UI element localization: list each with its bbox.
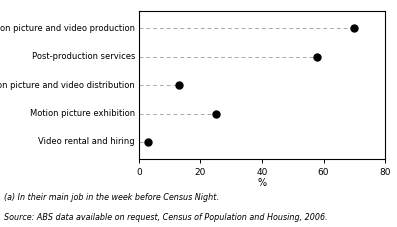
Text: Video rental and hiring: Video rental and hiring [39, 137, 135, 146]
Text: Source: ABS data available on request, Census of Population and Housing, 2006.: Source: ABS data available on request, C… [4, 213, 328, 222]
Point [145, 140, 151, 144]
Point [176, 83, 182, 87]
Point [351, 27, 357, 30]
Point [314, 55, 321, 59]
Text: (a) In their main job in the week before Census Night.: (a) In their main job in the week before… [4, 193, 219, 202]
X-axis label: %: % [258, 178, 266, 188]
Text: Motion picture exhibition: Motion picture exhibition [30, 109, 135, 118]
Text: Motion picture and video production: Motion picture and video production [0, 24, 135, 33]
Text: Post-production services: Post-production services [32, 52, 135, 61]
Point [213, 112, 219, 115]
Text: Motion picture and video distribution: Motion picture and video distribution [0, 81, 135, 90]
